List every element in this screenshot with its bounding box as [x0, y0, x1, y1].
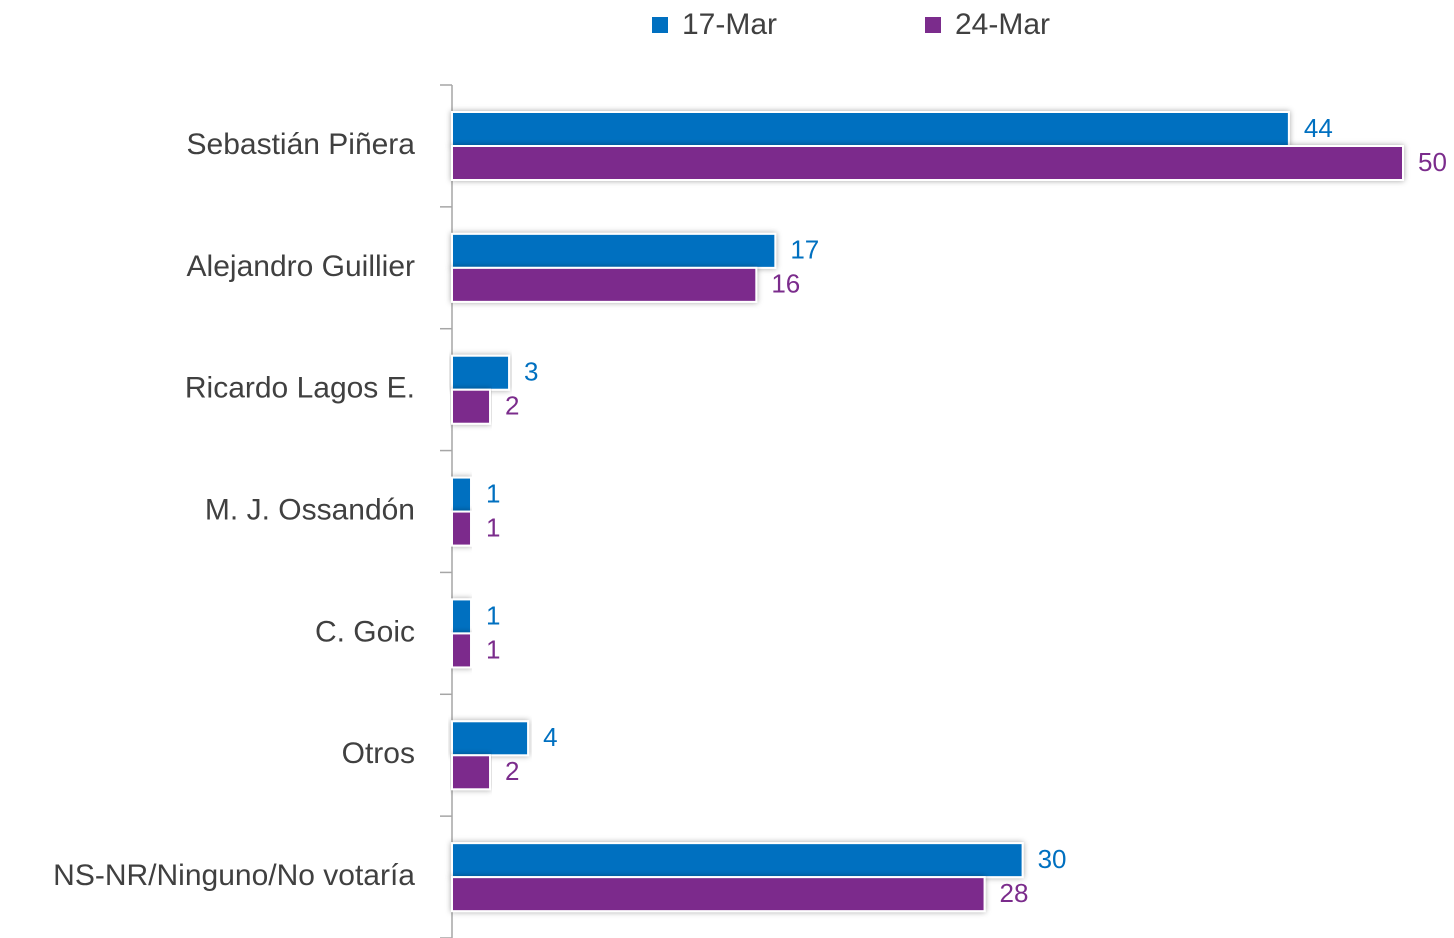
bar [451, 111, 1290, 147]
bar [451, 354, 511, 391]
category-label: Ricardo Lagos E. [185, 372, 415, 405]
value-label: 1 [486, 634, 500, 664]
category-label: NS-NR/Ninguno/No votaría [53, 859, 415, 892]
value-label: 16 [771, 269, 800, 299]
bar [451, 145, 1404, 181]
legend-label: 24-Mar [955, 8, 1050, 41]
bar [451, 388, 492, 425]
category-label: Otros [342, 737, 415, 770]
value-label: 1 [486, 478, 500, 508]
category-label: Alejandro Guillier [187, 250, 415, 283]
value-label: 3 [524, 357, 538, 387]
value-label: 30 [1038, 844, 1067, 874]
legend-swatch [652, 17, 668, 33]
value-label: 17 [790, 235, 819, 265]
legend-swatch [925, 17, 941, 33]
bar [451, 476, 473, 513]
bar [451, 876, 986, 913]
bar [451, 510, 473, 547]
bar [451, 598, 473, 635]
value-label: 4 [543, 722, 557, 752]
bar [451, 720, 530, 757]
bar [451, 232, 777, 269]
bar [451, 842, 1024, 879]
bar [451, 266, 758, 303]
category-label: C. Goic [315, 615, 415, 648]
value-label: 50 [1418, 147, 1447, 177]
bar [451, 754, 492, 791]
value-label: 2 [505, 391, 519, 421]
value-label: 2 [505, 756, 519, 786]
value-label: 1 [486, 512, 500, 542]
value-label: 1 [486, 600, 500, 630]
legend-label: 17-Mar [682, 8, 777, 41]
category-label: Sebastián Piñera [187, 128, 416, 161]
value-label: 28 [1000, 878, 1029, 908]
value-label: 44 [1304, 113, 1333, 143]
bar [451, 632, 473, 669]
category-label: M. J. Ossandón [205, 493, 415, 526]
